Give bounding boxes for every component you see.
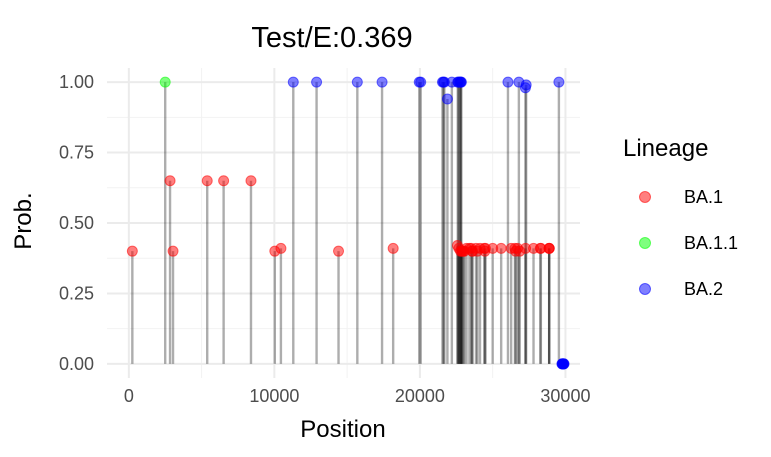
y-tick-label: 0.75 [59, 143, 94, 163]
y-tick-label: 0.00 [59, 354, 94, 374]
legend-label: BA.1.1 [684, 233, 738, 253]
stems [131, 82, 561, 364]
y-tick-label: 0.50 [59, 213, 94, 233]
legend-key-ba-1-1 [639, 237, 651, 249]
data-point-ba-1 [387, 242, 399, 254]
data-point-ba-1 [543, 242, 555, 254]
data-point-ba-2 [376, 76, 388, 88]
legend: Lineage BA.1 BA.1.1 BA.2 [623, 135, 738, 299]
x-tick-label: 30000 [540, 386, 590, 406]
data-point-ba-2 [441, 93, 453, 105]
legend-key-ba-2 [639, 283, 651, 295]
legend-key-ba-1 [639, 191, 651, 203]
data-point-ba-1 [275, 242, 287, 254]
legend-label: BA.1 [684, 187, 723, 207]
y-tick-label: 0.25 [59, 283, 94, 303]
legend-title: Lineage [623, 135, 708, 162]
data-point-ba-2 [415, 76, 427, 88]
x-tick-label: 10000 [249, 386, 299, 406]
x-axis-title: Position [300, 416, 385, 443]
data-point-ba-2 [311, 76, 323, 88]
data-point-ba-2 [558, 358, 570, 370]
data-point-ba-1 [218, 175, 230, 187]
axis-ticks: 0.00 0.25 0.50 0.75 1.00 0 10000 20000 30000 [59, 72, 591, 406]
data-point-ba-1 [126, 245, 138, 257]
data-point-ba-1 [245, 175, 257, 187]
data-point-ba-2 [520, 79, 532, 91]
data-point-ba-1-1 [159, 76, 171, 88]
data-point-ba-1 [164, 175, 176, 187]
grid-lines [107, 68, 580, 378]
data-point-ba-1 [167, 245, 179, 257]
data-point-ba-1 [333, 245, 345, 257]
chart-title: Test/E:0.369 [251, 22, 412, 54]
data-points [126, 76, 570, 370]
x-tick-label: 0 [124, 386, 134, 406]
legend-label: BA.2 [684, 279, 723, 299]
data-point-ba-2 [502, 76, 514, 88]
data-point-ba-2 [553, 76, 565, 88]
data-point-ba-1 [201, 175, 213, 187]
x-tick-label: 20000 [395, 386, 445, 406]
y-tick-label: 1.00 [59, 72, 94, 92]
legend-items: BA.1 BA.1.1 BA.2 [639, 187, 738, 299]
data-point-ba-2 [287, 76, 299, 88]
y-axis-title: Prob. [10, 192, 37, 249]
data-point-ba-2 [455, 76, 467, 88]
data-point-ba-1 [495, 242, 507, 254]
data-point-ba-2 [351, 76, 363, 88]
